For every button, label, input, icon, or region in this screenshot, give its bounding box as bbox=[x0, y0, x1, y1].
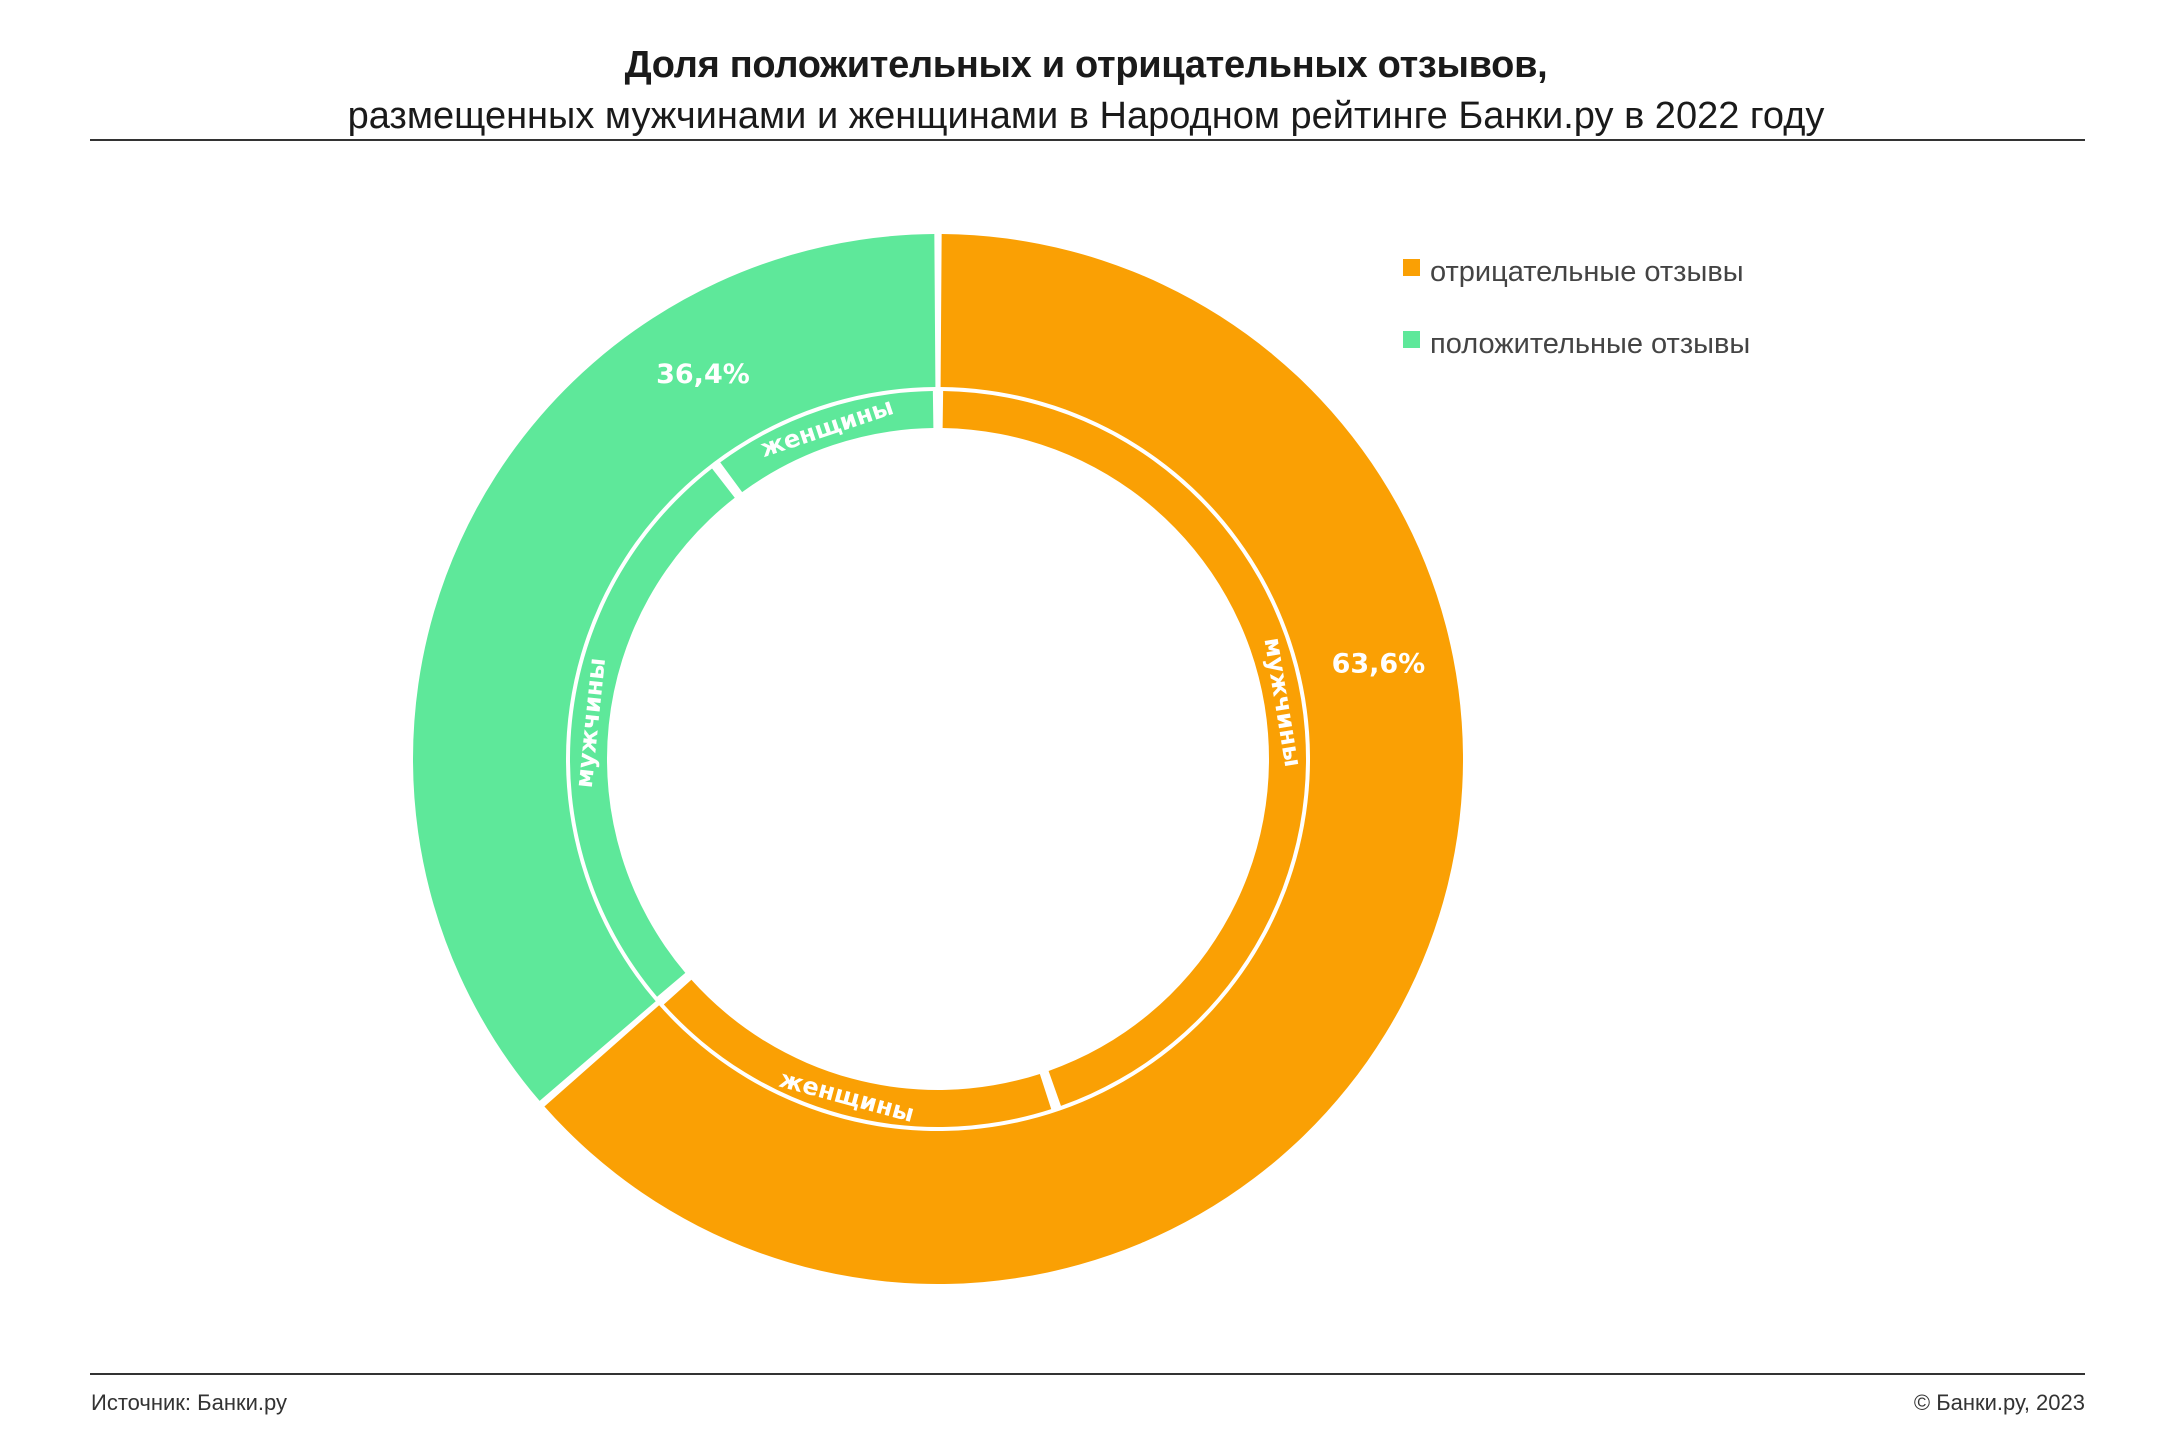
legend-item-positive: положительные отзывы bbox=[1403, 326, 1750, 362]
legend-item-negative: отрицательные отзывы bbox=[1403, 254, 1750, 290]
source-note: Источник: Банки.ру bbox=[91, 1390, 287, 1415]
chart-legend: отрицательные отзывы положительные отзыв… bbox=[1403, 254, 1750, 398]
chart-title: Доля положительных и отрицательных отзыв… bbox=[624, 44, 1548, 86]
outer-slice-label-negative: 63,6% bbox=[1332, 649, 1426, 680]
outer-slice-label-positive: 36,4% bbox=[656, 359, 750, 390]
legend-label-negative: отрицательные отзывы bbox=[1430, 255, 1744, 288]
outer-slice-negative bbox=[544, 234, 1463, 1284]
copyright-note: © Банки.ру, 2023 bbox=[1913, 1390, 2085, 1415]
footer-divider bbox=[90, 1373, 2085, 1375]
chart-header: Доля положительных и отрицательных отзыв… bbox=[0, 40, 2172, 142]
inner-slice-positive-men bbox=[569, 468, 735, 997]
chart-subtitle: размещенных мужчинами и женщинами в Наро… bbox=[347, 95, 1825, 137]
outer-slice-positive bbox=[412, 234, 936, 1101]
header-divider bbox=[90, 139, 2085, 141]
legend-swatch-negative bbox=[1403, 258, 1420, 276]
inner-slice-positive-women bbox=[720, 391, 934, 493]
inner-slice-negative-women bbox=[663, 979, 1052, 1127]
inner-slice-negative-men bbox=[942, 391, 1307, 1106]
legend-swatch-positive bbox=[1403, 330, 1420, 348]
legend-label-positive: положительные отзывы bbox=[1430, 327, 1751, 360]
